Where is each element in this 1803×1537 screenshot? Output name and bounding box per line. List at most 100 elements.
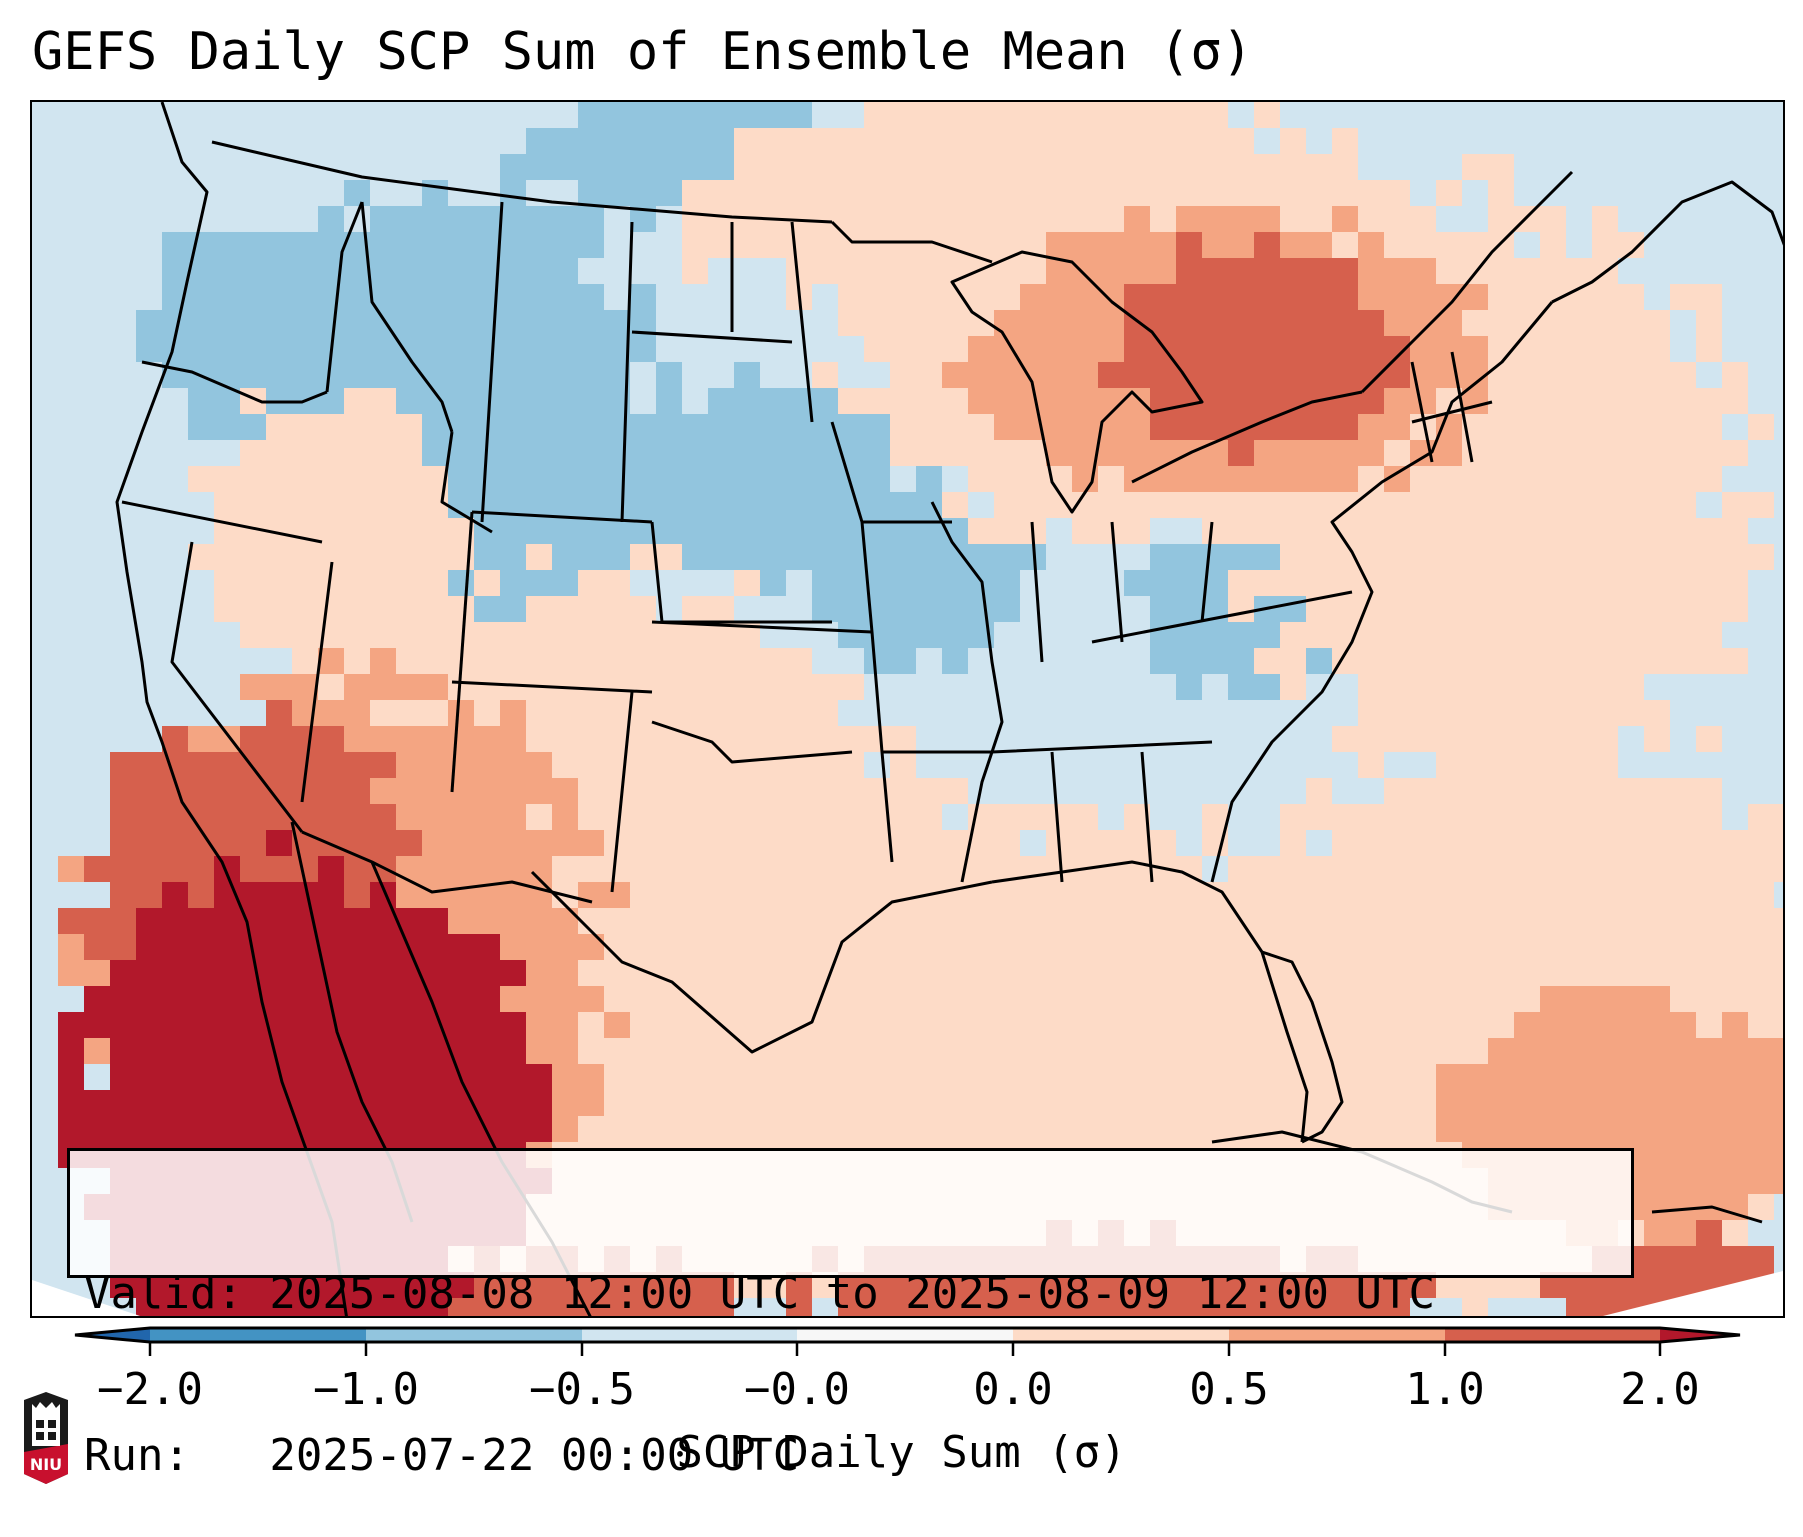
heatmap-cell (1540, 778, 1566, 804)
heatmap-cell (1514, 856, 1540, 882)
heatmap-cell (448, 804, 474, 830)
heatmap-cell (890, 154, 916, 180)
heatmap-cell (1722, 856, 1748, 882)
heatmap-cell (1306, 206, 1332, 232)
heatmap-cell (1254, 258, 1280, 284)
heatmap-cell (890, 102, 916, 128)
heatmap-cell (1176, 908, 1202, 934)
heatmap-cell (1072, 284, 1098, 310)
heatmap-cell (734, 726, 760, 752)
heatmap-cell (1566, 570, 1592, 596)
heatmap-cell (786, 1064, 812, 1090)
heatmap-cell (1098, 362, 1124, 388)
heatmap-cell (1228, 648, 1254, 674)
heatmap-cell (1332, 414, 1358, 440)
heatmap-cell (1696, 388, 1722, 414)
heatmap-cell (240, 882, 266, 908)
heatmap-cell (760, 1090, 786, 1116)
heatmap-cell (500, 804, 526, 830)
heatmap-cell (890, 596, 916, 622)
heatmap-cell (1020, 1038, 1046, 1064)
heatmap-cell (838, 622, 864, 648)
heatmap-cell (1072, 154, 1098, 180)
heatmap-cell (318, 752, 344, 778)
heatmap-cell (708, 180, 734, 206)
heatmap-cell (1332, 934, 1358, 960)
heatmap-cell (396, 674, 422, 700)
heatmap-cell (240, 960, 266, 986)
heatmap-cell (1566, 986, 1592, 1012)
heatmap-cell (136, 310, 162, 336)
heatmap-cell (1332, 856, 1358, 882)
heatmap-cell (708, 1116, 734, 1142)
heatmap-cell (526, 128, 552, 154)
heatmap-cell (1176, 1012, 1202, 1038)
heatmap-cell (1540, 934, 1566, 960)
heatmap-cell (1488, 752, 1514, 778)
heatmap-cell (474, 596, 500, 622)
heatmap-cell (318, 908, 344, 934)
heatmap-cell (1670, 1142, 1696, 1168)
heatmap-cell (1566, 908, 1592, 934)
heatmap-cell (1384, 1116, 1410, 1142)
heatmap-cell (1540, 908, 1566, 934)
heatmap-cell (708, 440, 734, 466)
colorbar-tick-label: 1.0 (1405, 1364, 1485, 1415)
heatmap-cell (1488, 414, 1514, 440)
heatmap-cell (1202, 206, 1228, 232)
heatmap-cell (110, 1038, 136, 1064)
heatmap-cell (656, 414, 682, 440)
heatmap-cell (1644, 778, 1670, 804)
heatmap-cell (682, 882, 708, 908)
heatmap-cell (526, 154, 552, 180)
heatmap-cell (578, 310, 604, 336)
heatmap-cell (1514, 830, 1540, 856)
heatmap-cell (370, 544, 396, 570)
heatmap-cell (1436, 830, 1462, 856)
heatmap-cell (630, 934, 656, 960)
heatmap-cell (1332, 1116, 1358, 1142)
heatmap-cell (1488, 908, 1514, 934)
heatmap-cell (1462, 284, 1488, 310)
heatmap-cell (1254, 1038, 1280, 1064)
heatmap-cell (162, 1116, 188, 1142)
heatmap-cell (474, 960, 500, 986)
heatmap-cell (1540, 856, 1566, 882)
heatmap-cell (916, 362, 942, 388)
heatmap-cell (526, 986, 552, 1012)
heatmap-cell (500, 414, 526, 440)
heatmap-cell (162, 804, 188, 830)
heatmap-cell (1566, 674, 1592, 700)
heatmap-cell (760, 232, 786, 258)
heatmap-cell (1046, 414, 1072, 440)
heatmap-cell (1462, 1090, 1488, 1116)
heatmap-cell (344, 440, 370, 466)
heatmap-cell (1124, 1116, 1150, 1142)
heatmap-cell (1618, 1038, 1644, 1064)
heatmap-cell (994, 128, 1020, 154)
heatmap-cell (422, 700, 448, 726)
heatmap-cell (1254, 232, 1280, 258)
heatmap-cell (890, 882, 916, 908)
heatmap-cell (1046, 154, 1072, 180)
heatmap-cell (370, 804, 396, 830)
heatmap-cell (1202, 102, 1228, 128)
heatmap-cell (552, 778, 578, 804)
heatmap-cell (1592, 1064, 1618, 1090)
heatmap-cell (448, 1298, 474, 1316)
heatmap-cell (1488, 466, 1514, 492)
valid-time-text: Valid: 2025-08-08 12:00 UTC to 2025-08-0… (84, 1268, 1436, 1319)
heatmap-cell (1124, 1038, 1150, 1064)
heatmap-cell (58, 1090, 84, 1116)
heatmap-cell (1488, 180, 1514, 206)
heatmap-cell (318, 284, 344, 310)
heatmap-cell (1644, 518, 1670, 544)
heatmap-cell (1722, 908, 1748, 934)
mississippi-river (930, 501, 1004, 883)
heatmap-cell (968, 908, 994, 934)
heatmap-cell (396, 726, 422, 752)
heatmap-cell (578, 752, 604, 778)
heatmap-cell (1566, 1298, 1592, 1316)
heatmap-cell (110, 1012, 136, 1038)
heatmap-cell (812, 466, 838, 492)
